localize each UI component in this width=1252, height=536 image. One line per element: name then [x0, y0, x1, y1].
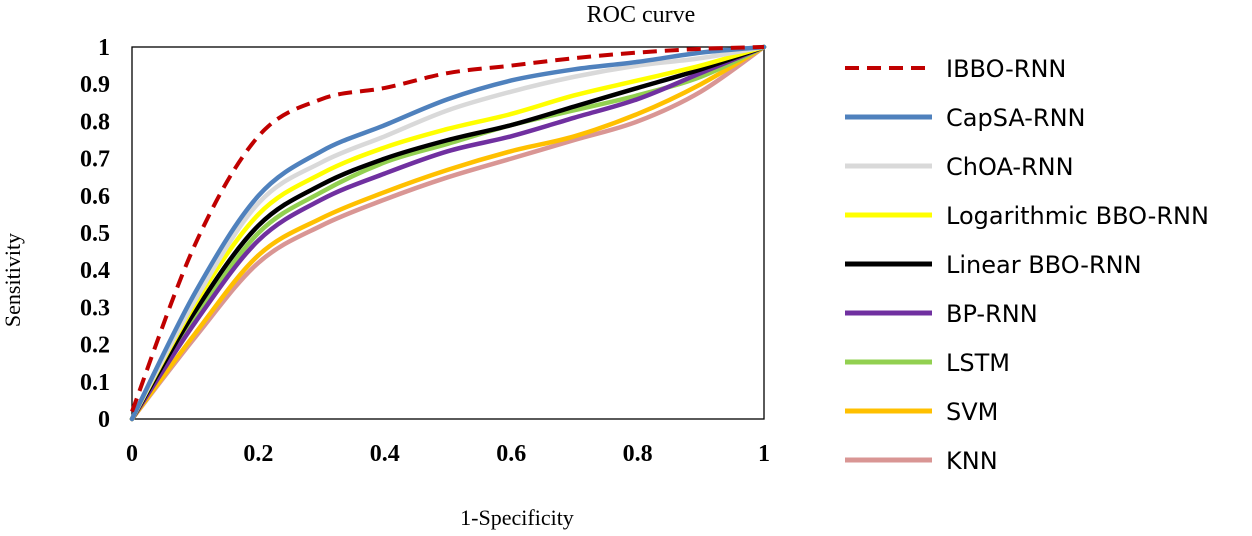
legend-label-ibbo-rnn: IBBO-RNN	[946, 55, 1066, 83]
y-tick-label: 0.9	[80, 72, 110, 98]
y-tick-label: 0.4	[80, 258, 110, 284]
x-tick-label: 0.6	[496, 441, 526, 467]
series-line-bp-rnn	[129, 44, 767, 422]
series-line-choa-rnn	[129, 44, 767, 422]
y-tick-label: 0.3	[80, 295, 110, 321]
x-tick-label: 0.8	[623, 441, 653, 467]
legend-label-logarithmic-bbo-rnn: Logarithmic BBO-RNN	[946, 202, 1209, 230]
y-tick-label: 0.1	[80, 370, 110, 396]
chart-title: ROC curve	[587, 2, 696, 28]
series-line-knn	[129, 44, 767, 422]
y-tick-label: 0.2	[80, 333, 110, 359]
x-tick-labels: 0 0.2 0.4 0.6 0.8 1	[126, 441, 770, 467]
legend-label-capsa-rnn: CapSA-RNN	[946, 104, 1086, 132]
y-tick-label: 0.7	[80, 147, 110, 173]
series-lines	[129, 44, 767, 422]
x-tick-label: 0	[126, 441, 138, 467]
y-tick-labels: 0 0.1 0.2 0.3 0.4 0.5 0.6 0.7 0.8 0.9 1	[80, 35, 110, 433]
legend-label-lstm: LSTM	[946, 349, 1010, 377]
plot-area-border	[131, 46, 765, 420]
x-axis-label: 1-Specificity	[460, 505, 574, 530]
legend-label-bp-rnn: BP-RNN	[946, 300, 1038, 328]
series-line-capsa-rnn	[129, 44, 767, 422]
series-line-linear-bbo-rnn	[129, 44, 767, 422]
series-line-ibbo-rnn	[130, 45, 765, 413]
y-tick-label: 1	[98, 35, 110, 61]
series-line-logarithmic-bbo-rnn	[129, 44, 767, 422]
y-tick-label: 0.8	[80, 109, 110, 135]
x-tick-label: 0.4	[370, 441, 400, 467]
y-axis-label: Sensitivity	[0, 233, 25, 327]
legend: IBBO-RNN CapSA-RNN ChOA-RNN Logarithmic BBO…	[845, 55, 1209, 475]
legend-label-svm: SVM	[946, 398, 998, 426]
x-tick-label: 1	[758, 441, 770, 467]
legend-label-knn: KNN	[946, 447, 998, 475]
series-line-lstm	[129, 44, 767, 422]
legend-label-linear-bbo-rnn: Linear BBO-RNN	[946, 251, 1142, 279]
y-tick-label: 0.6	[80, 184, 110, 210]
x-tick-label: 0.2	[243, 441, 273, 467]
y-tick-label: 0	[98, 407, 110, 433]
series-line-svm	[129, 44, 767, 422]
y-tick-label: 0.5	[80, 221, 110, 247]
legend-label-choa-rnn: ChOA-RNN	[946, 153, 1074, 181]
